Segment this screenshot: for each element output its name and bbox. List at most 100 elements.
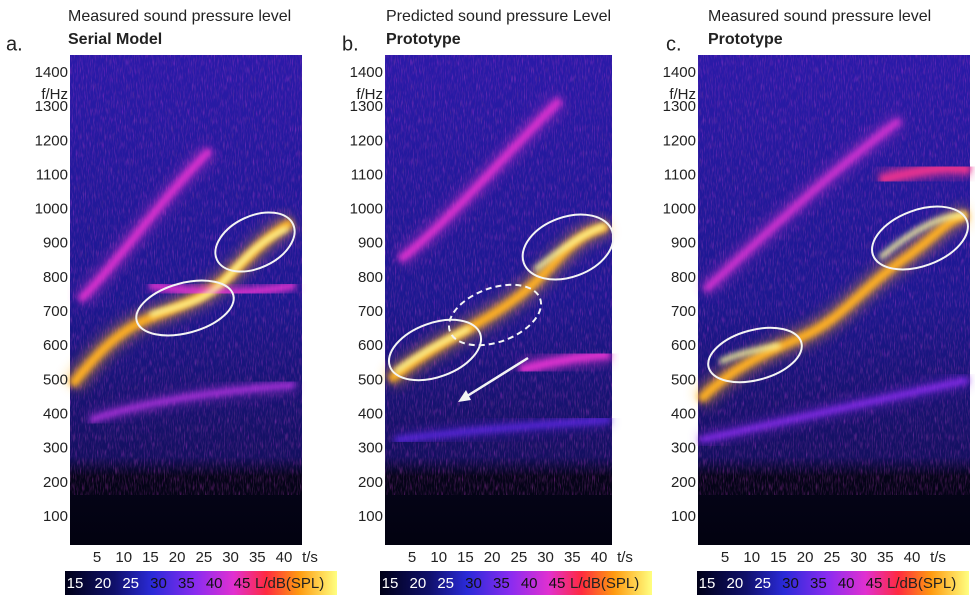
- streak: [702, 117, 903, 293]
- streak: [89, 382, 296, 423]
- x-tick-label: 40: [591, 549, 608, 566]
- x-tick-label: 5: [721, 549, 729, 566]
- colorbar: [380, 571, 652, 595]
- y-tick-label: 400: [43, 406, 68, 423]
- arrow-head: [458, 390, 471, 402]
- y-tick-label: 1100: [351, 166, 383, 183]
- y-tick-label: 800: [671, 269, 696, 286]
- colorbar-tick-label: 35: [493, 575, 510, 592]
- panel-subtitle: Prototype: [708, 31, 783, 48]
- colorbar: [65, 571, 337, 595]
- y-tick-label: 500: [43, 371, 68, 388]
- highlight-ellipse: [135, 279, 235, 337]
- arrow-shaft: [463, 356, 529, 400]
- y-tick-label: 400: [358, 406, 383, 423]
- x-tick-label: 15: [770, 549, 787, 566]
- highlight-ellipse: [521, 213, 615, 281]
- colorbar-tick-label: 20: [94, 575, 111, 592]
- colorbar-tick-label: 30: [150, 575, 167, 592]
- y-axis-label: f/Hz: [41, 86, 68, 103]
- spectrogram-streaks: [383, 94, 612, 446]
- colorbar-tick-label: 15: [699, 575, 716, 592]
- x-tick-label: 40: [904, 549, 921, 566]
- panel-letter: b.: [342, 33, 359, 55]
- y-tick-label: 100: [671, 508, 696, 525]
- y-tick-label: 1200: [350, 132, 383, 149]
- colorbar-tick-label: 35: [178, 575, 195, 592]
- y-tick-label: 800: [43, 269, 68, 286]
- y-tick-label: 100: [43, 508, 68, 525]
- y-axis-label: f/Hz: [669, 86, 696, 103]
- y-tick-label: 500: [358, 371, 383, 388]
- y-tick-label: 1400: [35, 64, 68, 81]
- panel-title: Predicted sound pressure Level: [386, 8, 611, 25]
- y-tick-label: 300: [358, 440, 383, 457]
- x-tick-label: 25: [824, 549, 841, 566]
- panel: Measured sound pressure level Serial Mode…: [6, 0, 337, 595]
- y-tick-label: 1400: [663, 64, 696, 81]
- y-tick-label: 1000: [350, 201, 383, 218]
- streak: [519, 351, 611, 374]
- panel-letter: c.: [666, 33, 682, 55]
- highlight-ellipse: [447, 283, 543, 347]
- y-tick-label: 900: [358, 235, 383, 252]
- streak: [878, 163, 972, 185]
- colorbar-tick-label: 40: [838, 575, 855, 592]
- x-axis-label: t/s: [302, 549, 318, 566]
- colorbar-label: L/dB(SPL): [255, 575, 324, 592]
- colorbar-tick-label: 20: [726, 575, 743, 592]
- colorbar-label: L/dB(SPL): [887, 575, 956, 592]
- x-tick-label: 10: [430, 549, 447, 566]
- y-tick-label: 700: [358, 303, 383, 320]
- x-tick-label: 5: [93, 549, 101, 566]
- streak-core: [718, 212, 966, 365]
- streak: [77, 147, 213, 303]
- x-tick-label: 20: [797, 549, 814, 566]
- x-tick-label: 5: [408, 549, 416, 566]
- y-tick-label: 300: [671, 440, 696, 457]
- colorbar-tick-label: 25: [122, 575, 139, 592]
- y-tick-label: 1300: [663, 98, 696, 115]
- x-tick-label: 35: [564, 549, 581, 566]
- x-tick-label: 35: [249, 549, 266, 566]
- y-tick-label: 1000: [663, 201, 696, 218]
- colorbar-tick-label: 25: [754, 575, 771, 592]
- y-tick-label: 800: [358, 269, 383, 286]
- y-tick-label: 700: [671, 303, 696, 320]
- y-tick-label: 200: [671, 474, 696, 491]
- colorbar-tick-label: 30: [782, 575, 799, 592]
- title-box: [700, 0, 962, 52]
- spectrogram-streaks: [693, 113, 973, 446]
- colorbar-tick-label: 45: [866, 575, 883, 592]
- x-axis-label: t/s: [930, 549, 946, 566]
- colorbar-tick-label: 35: [810, 575, 827, 592]
- streak-core: [393, 223, 606, 375]
- colorbar-tick-label: 15: [382, 575, 399, 592]
- highlight-ellipse: [871, 205, 969, 271]
- x-tick-label: 20: [169, 549, 186, 566]
- title-box: [378, 0, 654, 52]
- streak-core: [149, 225, 289, 318]
- panel-subtitle: Prototype: [386, 31, 461, 48]
- y-tick-label: 1200: [35, 132, 68, 149]
- streak: [394, 417, 611, 443]
- panel: Measured sound pressure level Prototype c.…: [663, 0, 973, 595]
- colorbar-tick-label: 45: [549, 575, 566, 592]
- panel-title: Measured sound pressure level: [708, 8, 931, 25]
- y-tick-label: 600: [671, 337, 696, 354]
- x-tick-label: 25: [511, 549, 528, 566]
- y-tick-label: 1100: [36, 166, 68, 183]
- y-tick-label: 500: [671, 371, 696, 388]
- x-tick-label: 15: [457, 549, 474, 566]
- y-tick-label: 600: [358, 337, 383, 354]
- colorbar-tick-label: 45: [234, 575, 251, 592]
- y-tick-label: 100: [358, 508, 383, 525]
- spectrogram-noise: [698, 55, 970, 495]
- y-tick-label: 1100: [664, 166, 696, 183]
- y-tick-label: 1400: [350, 64, 383, 81]
- x-tick-label: 40: [276, 549, 293, 566]
- colorbar-tick-label: 40: [206, 575, 223, 592]
- y-tick-label: 1200: [663, 132, 696, 149]
- y-tick-label: 900: [43, 235, 68, 252]
